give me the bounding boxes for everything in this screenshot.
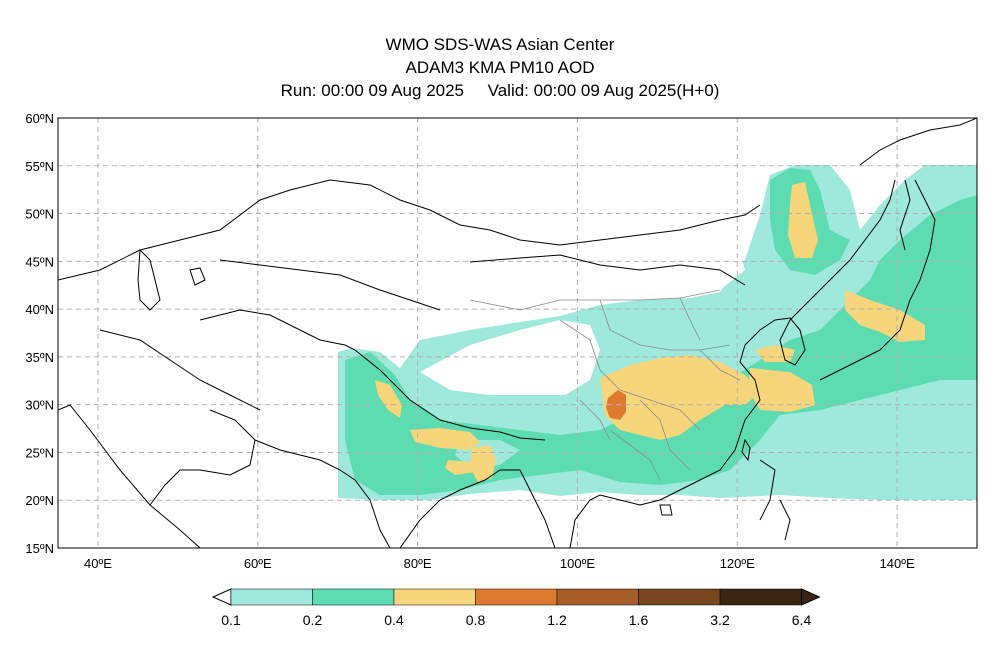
coastline-japan xyxy=(819,179,936,381)
colorbar-swatch xyxy=(719,588,802,606)
philippines-islands xyxy=(759,459,791,541)
aod-band-0.4-india xyxy=(410,428,480,450)
lon-tick-label: 120ºE xyxy=(720,556,755,571)
longitude-labels: 40ºE 60ºE 80ºE 100ºE 120ºE 140ºE xyxy=(84,556,915,571)
chart-title: WMO SDS-WAS Asian Center xyxy=(385,35,615,54)
colorbar-swatch xyxy=(556,588,639,606)
coastline-indochina xyxy=(519,329,761,548)
lon-tick-label: 60ºE xyxy=(244,556,272,571)
country-borders xyxy=(58,118,977,548)
lat-tick-label: 15ºN xyxy=(25,541,54,556)
run-valid-line: Run: 00:00 09 Aug 2025 Valid: 00:00 09 A… xyxy=(0,80,1000,102)
aral-sea xyxy=(189,267,206,286)
aod-gap-mongolia xyxy=(470,252,745,300)
lat-tick-label: 50ºN xyxy=(25,207,54,222)
colorbar-level-label: 0.1 xyxy=(221,612,241,628)
colorbar-level-label: 0.2 xyxy=(303,612,323,628)
aod-band-0.4-bengal xyxy=(470,445,496,482)
colorbar-swatch xyxy=(638,588,721,606)
colorbar-swatch xyxy=(312,588,395,606)
aod-band-0.4-japan xyxy=(845,290,925,342)
colorbar-over-arrow xyxy=(801,588,821,606)
caspian-sea xyxy=(137,248,161,311)
chart-subtitle: ADAM3 KMA PM10 AOD xyxy=(405,58,595,77)
lat-tick-label: 45ºN xyxy=(25,254,54,269)
colorbar-swatch xyxy=(393,588,476,606)
aod-gap-tibet xyxy=(420,320,600,395)
coastline-india xyxy=(254,439,520,548)
colorbar-level-label: 6.4 xyxy=(792,612,812,628)
coastline-arabia xyxy=(58,404,256,548)
lon-tick-label: 100ºE xyxy=(560,556,595,571)
border-iran xyxy=(99,329,261,411)
map-grid xyxy=(58,118,977,548)
aod-shading xyxy=(338,165,977,500)
aod-band-0.4-manchuria xyxy=(788,182,818,258)
lat-tick-label: 30ºN xyxy=(25,398,54,413)
aod-band-0.4-korea xyxy=(755,345,795,362)
coastline-kamchatka xyxy=(859,118,977,166)
lat-tick-label: 25ºN xyxy=(25,445,54,460)
colorbar-swatch xyxy=(475,588,558,606)
lon-tick-label: 40ºE xyxy=(84,556,112,571)
lat-tick-label: 35ºN xyxy=(25,350,54,365)
coastline-korea xyxy=(759,279,831,366)
valid-time-label: Valid: 00:00 09 Aug 2025(H+0) xyxy=(487,81,720,100)
aod-band-0.4-china xyxy=(600,355,760,440)
colorbar-swatch xyxy=(230,588,313,606)
lat-tick-label: 55ºN xyxy=(25,159,54,174)
lon-tick-label: 80ºE xyxy=(404,556,432,571)
lon-tick-label: 140ºE xyxy=(880,556,915,571)
colorbar-under-arrow xyxy=(211,588,232,606)
taiwan-island xyxy=(741,438,751,462)
hainan-island xyxy=(659,504,673,516)
colorbar: 0.1 0.2 0.4 0.8 1.2 1.6 3.2 6.4 xyxy=(211,588,821,628)
china-province-borders xyxy=(469,289,741,481)
border-kazakhstan xyxy=(219,259,441,311)
run-time-label: Run: 00:00 09 Aug 2025 xyxy=(280,81,465,100)
colorbar-level-label: 0.8 xyxy=(466,612,486,628)
border-afghanistan xyxy=(199,309,356,351)
lat-tick-label: 20ºN xyxy=(25,493,54,508)
colorbar-level-label: 1.6 xyxy=(629,612,649,628)
border-himalaya xyxy=(354,349,546,441)
lat-tick-label: 60ºN xyxy=(25,111,54,126)
aod-band-0.4-pakistan xyxy=(375,380,402,418)
lat-tick-label: 40ºN xyxy=(25,302,54,317)
aod-band-0.4-west xyxy=(445,460,475,475)
colorbar-level-label: 1.2 xyxy=(547,612,567,628)
border-mongolia xyxy=(469,254,746,286)
colorbar-level-label: 0.4 xyxy=(384,612,404,628)
border-central-asia xyxy=(58,179,761,281)
province-lines xyxy=(469,289,741,481)
latitude-labels: 15ºN 20ºN 25ºN 30ºN 35ºN 40ºN 45ºN 50ºN 55ºN 60ºN xyxy=(25,111,54,556)
colorbar-level-label: 3.2 xyxy=(710,612,730,628)
coastline-russia-east xyxy=(829,179,896,281)
map-frame xyxy=(57,117,978,549)
aod-band-0.4-yellowsea xyxy=(748,368,815,412)
